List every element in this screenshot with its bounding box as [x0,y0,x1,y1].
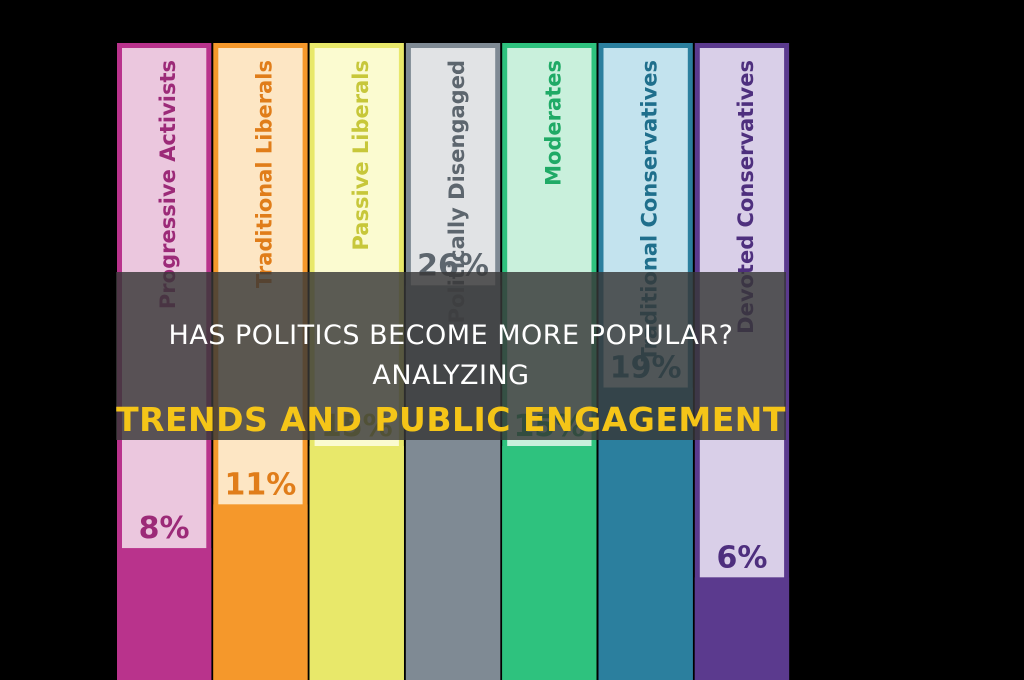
headline-line-1: HAS POLITICS BECOME MORE POPULAR? ANALYZ… [168,320,734,391]
value-label-progressive-activists: 8% [139,511,190,546]
value-label-box-progressive-activists [125,506,204,547]
bar-devoted-conservatives [694,577,790,680]
category-label-progressive-activists: Progressive Activists [156,60,180,309]
bar-progressive-activists [117,548,212,680]
value-label-traditional-liberals: 11% [225,467,297,502]
value-label-box-devoted-conservatives [702,535,782,576]
bar-moderates [502,446,597,680]
category-label-traditional-liberals: Traditional Liberals [252,60,276,288]
category-label-passive-liberals: Passive Liberals [349,60,373,251]
bar-traditional-liberals [213,504,308,680]
headline-banner [116,272,786,440]
headline-line-2: TRENDS AND PUBLIC ENGAGEMENT [116,400,786,439]
value-label-devoted-conservatives: 6% [716,540,767,575]
category-label-moderates: Moderates [541,60,565,186]
value-label-box-traditional-liberals [221,462,300,503]
headline: HAS POLITICS BECOME MORE POPULAR? ANALYZ… [116,316,786,444]
bar-passive-liberals [309,446,404,680]
